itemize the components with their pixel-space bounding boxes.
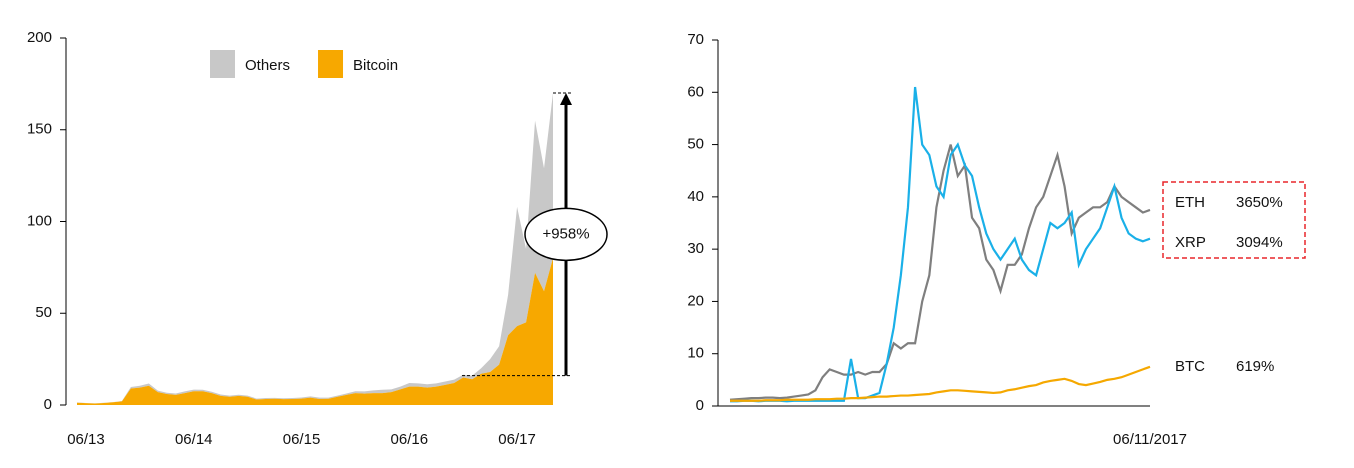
legend-label: Others bbox=[245, 57, 290, 74]
annotation-bubble bbox=[524, 207, 608, 262]
y-tick-label: 30 bbox=[687, 240, 704, 257]
y-tick-label: 10 bbox=[687, 345, 704, 362]
y-tick-label: 100 bbox=[27, 212, 52, 229]
y-tick-label: 150 bbox=[27, 121, 52, 138]
y-tick-label: 20 bbox=[687, 292, 704, 309]
line bbox=[729, 144, 1151, 401]
y-tick-label: 0 bbox=[44, 396, 52, 413]
x-tick-label: 06/15 bbox=[283, 431, 321, 448]
arrow-head bbox=[560, 93, 572, 106]
series-change: 3650% bbox=[1236, 194, 1283, 211]
y-tick-label: 70 bbox=[687, 31, 704, 48]
y-tick-label: 50 bbox=[35, 304, 52, 321]
label-box bbox=[1162, 181, 1306, 259]
series-name: ETH bbox=[1175, 194, 1205, 211]
legend-swatch bbox=[318, 50, 344, 78]
y-tick-label: 50 bbox=[687, 136, 704, 153]
series-name: BTC bbox=[1175, 358, 1205, 375]
line bbox=[730, 365, 1151, 402]
x-tick-label: 06/11/2017 bbox=[1113, 431, 1187, 448]
x-tick-label: 06/13 bbox=[67, 431, 105, 448]
y-tick-label: 60 bbox=[687, 83, 704, 100]
x-tick-label: 06/16 bbox=[391, 431, 429, 448]
series-change: 3094% bbox=[1236, 234, 1283, 251]
x-tick-label: 06/14 bbox=[175, 431, 213, 448]
y-tick-label: 0 bbox=[696, 397, 704, 414]
legend-label: Bitcoin bbox=[353, 57, 398, 74]
area bbox=[77, 93, 553, 404]
series-name: XRP bbox=[1175, 234, 1206, 251]
y-tick-label: 40 bbox=[687, 188, 704, 205]
annotation-text: +958% bbox=[542, 225, 589, 242]
legend-swatch bbox=[210, 50, 235, 78]
area bbox=[77, 258, 553, 405]
x-tick-label: 06/17 bbox=[498, 431, 536, 448]
line bbox=[730, 86, 1151, 403]
series-change: 619% bbox=[1236, 358, 1274, 375]
y-tick-label: 200 bbox=[27, 29, 52, 46]
